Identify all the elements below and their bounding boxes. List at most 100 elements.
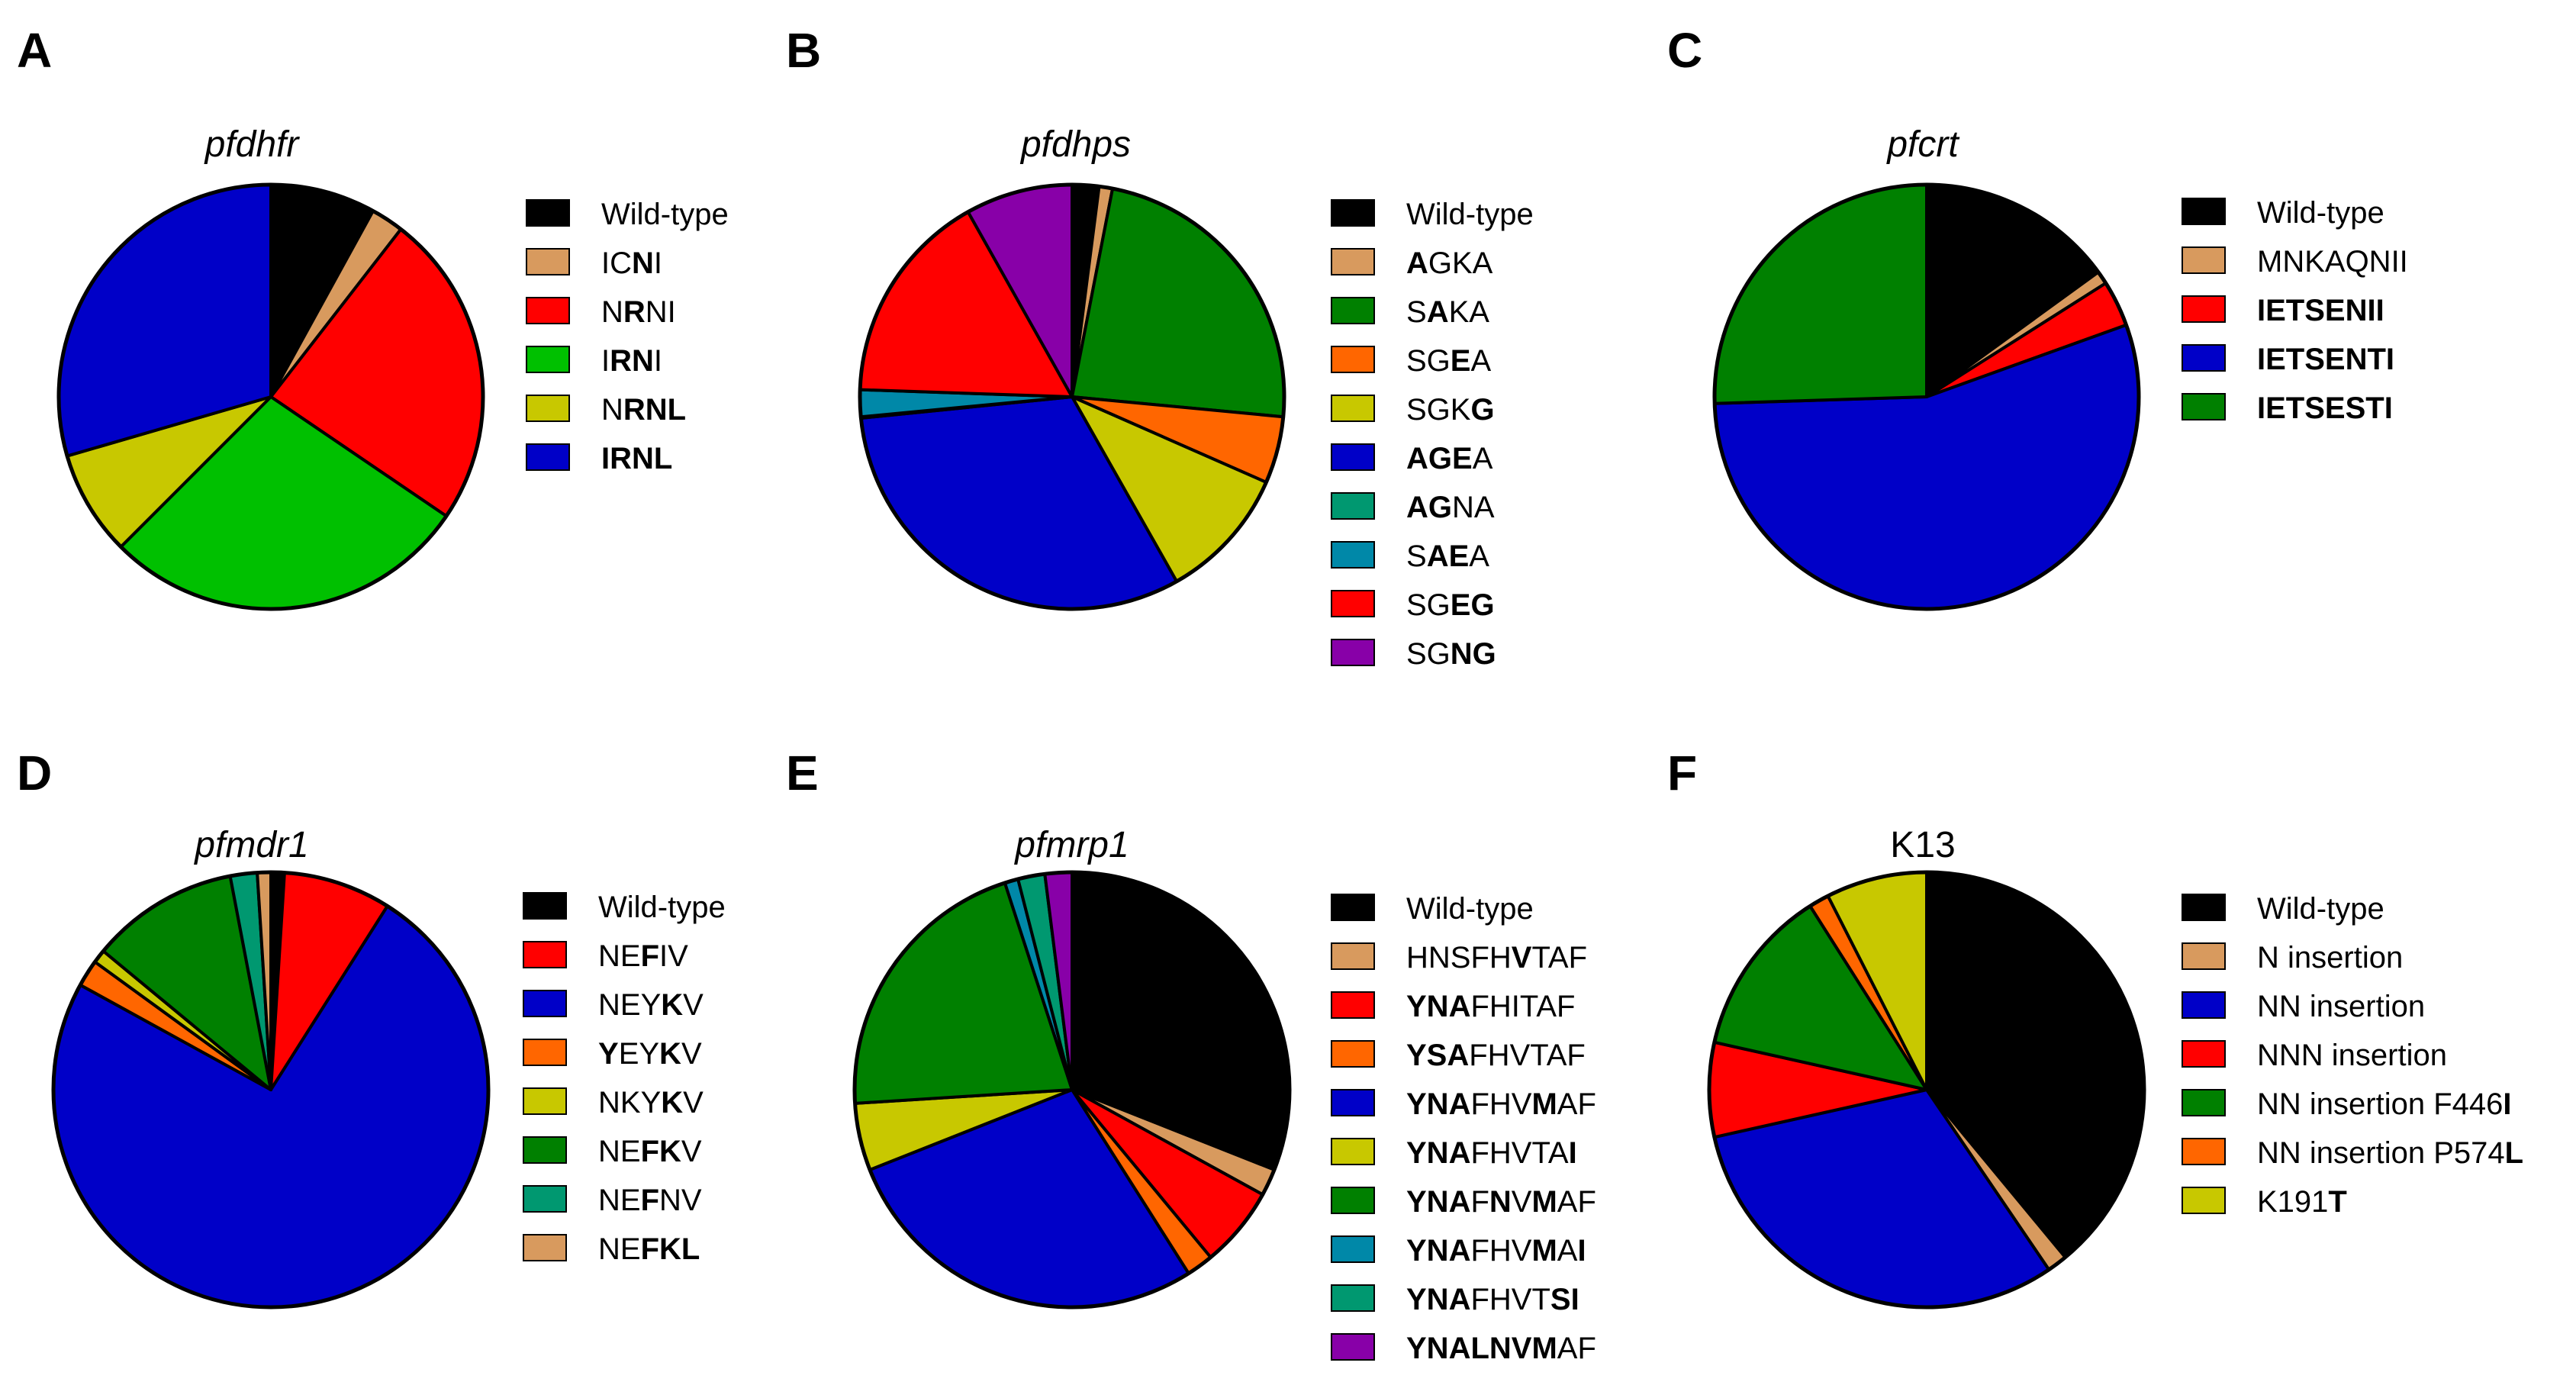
legend-label: YNAFHVTAI — [1406, 1136, 1577, 1170]
legend-item: NEFNV — [523, 1184, 702, 1217]
legend-swatch — [1331, 395, 1375, 422]
legend-swatch — [1331, 1089, 1375, 1116]
legend-item: N insertion — [2182, 941, 2403, 974]
legend-swatch — [2182, 1040, 2226, 1068]
legend-swatch — [523, 892, 567, 920]
legend-label: NRNI — [601, 295, 676, 329]
legend-label: NEFKV — [598, 1135, 702, 1168]
legend-label: Wild-type — [1406, 198, 1534, 231]
legend-item: NRNI — [526, 295, 676, 329]
legend-swatch — [1331, 1187, 1375, 1214]
legend-item: YSAFHVTAF — [1331, 1039, 1586, 1072]
legend-label: YNAFHITAF — [1406, 990, 1575, 1023]
chart-title: K13 — [1890, 825, 1955, 865]
legend-item: YEYKV — [523, 1037, 702, 1071]
legend-swatch — [526, 395, 570, 422]
legend-swatch — [1331, 199, 1375, 227]
pie — [858, 182, 1286, 611]
legend-swatch — [2182, 1138, 2226, 1165]
legend-swatch — [1331, 991, 1375, 1019]
legend-label: Wild-type — [2257, 196, 2384, 230]
legend-label: Wild-type — [598, 891, 726, 924]
legend-swatch — [2182, 942, 2226, 970]
legend-swatch — [1331, 1235, 1375, 1263]
legend-item: NEFIV — [523, 939, 688, 973]
legend-swatch — [2182, 198, 2226, 225]
legend: Wild-type NEFIV NEYKV YEYKV NKYKV NEFKV NEFNV N… — [523, 891, 726, 1266]
legend-label: AGEA — [1406, 442, 1493, 475]
legend-swatch — [523, 1136, 567, 1164]
legend-label: SGEG — [1406, 588, 1495, 622]
legend-item: SGKG — [1331, 393, 1495, 427]
legend-swatch — [1331, 492, 1375, 520]
legend-item: YNAFHVTSI — [1331, 1283, 1579, 1316]
legend: Wild-type HNSFHVTAF YNAFHITAF YSAFHVTAF YNAF… — [1331, 892, 1596, 1365]
legend: Wild-type MNKAQNII IETSENII IETSENTI IETSEST… — [2182, 196, 2408, 425]
legend-swatch — [523, 1234, 567, 1261]
legend-swatch — [1331, 894, 1375, 921]
legend-item: HNSFHVTAF — [1331, 941, 1587, 974]
legend: Wild-type N insertion NN insertion NNN inse… — [2182, 892, 2523, 1219]
legend-swatch — [1331, 346, 1375, 373]
pie — [56, 182, 485, 611]
panel-letter: D — [17, 746, 52, 801]
legend-swatch — [2182, 246, 2226, 274]
legend-item: IRNI — [526, 344, 662, 378]
legend-swatch — [1331, 1138, 1375, 1165]
chart-title: pfdhfr — [204, 124, 301, 165]
legend-label: NN insertion P574L — [2257, 1136, 2523, 1170]
legend-item: SGEG — [1331, 588, 1495, 622]
legend-label: Wild-type — [601, 198, 729, 231]
legend-label: IETSENII — [2257, 294, 2384, 327]
legend-item: YNAFHVTAI — [1331, 1136, 1577, 1170]
legend-label: NRNL — [601, 393, 686, 427]
legend-item: MNKAQNII — [2182, 245, 2408, 279]
legend-item: NEFKL — [523, 1232, 700, 1266]
pie — [852, 870, 1292, 1310]
legend-label: AGKA — [1406, 246, 1493, 280]
legend-label: YNAFHVMAF — [1406, 1087, 1596, 1121]
legend-label: AGNA — [1406, 491, 1495, 524]
legend-swatch — [523, 1185, 567, 1213]
chart-title: pfmdr1 — [193, 825, 308, 865]
legend-label: YEYKV — [598, 1037, 702, 1071]
legend-swatch — [523, 941, 567, 968]
legend-item: YNAFHITAF — [1331, 990, 1575, 1023]
legend-label: SGNG — [1406, 637, 1496, 671]
legend-label: YNAFNVMAF — [1406, 1185, 1596, 1219]
chart-title: pfcrt — [1885, 124, 1959, 165]
legend-item: K191T — [2182, 1185, 2347, 1219]
panel-letter: F — [1667, 746, 1697, 801]
legend-label: NNN insertion — [2257, 1039, 2447, 1072]
legend-item: Wild-type — [2182, 892, 2384, 926]
legend-swatch — [1331, 541, 1375, 569]
pie-outline — [1712, 182, 2141, 611]
legend-item: AGEA — [1331, 442, 1493, 475]
legend-item: Wild-type — [2182, 196, 2384, 230]
legend: Wild-type ICNI NRNI IRNI NRNL IRNL — [526, 198, 729, 475]
pie-outline — [51, 870, 491, 1310]
legend-swatch — [1331, 942, 1375, 970]
legend-item: YNAFHVMAI — [1331, 1234, 1586, 1268]
legend-label: Wild-type — [2257, 892, 2384, 926]
legend-label: NEFNV — [598, 1184, 702, 1217]
panel-f: F K13 Wild-type N insertion NN insertion NNN … — [1667, 746, 2523, 1310]
legend-label: ICNI — [601, 246, 662, 280]
legend-label: N insertion — [2257, 941, 2403, 974]
legend-label: SAKA — [1406, 295, 1489, 329]
legend-swatch — [526, 199, 570, 227]
legend-item: SAKA — [1331, 295, 1489, 329]
legend-swatch — [2182, 344, 2226, 372]
legend-label: Wild-type — [1406, 892, 1534, 926]
legend-item: YNALNVMAF — [1331, 1332, 1596, 1365]
legend-item: AGKA — [1331, 246, 1493, 280]
legend-label: IETSESTI — [2257, 391, 2393, 425]
pie-slice-ietsesti — [1713, 183, 1928, 405]
legend-label: SGEA — [1406, 344, 1491, 378]
legend-swatch — [523, 1087, 567, 1115]
legend: Wild-type AGKA SAKA SGEA SGKG AGEA AGNA SAEA SGE… — [1331, 198, 1534, 671]
